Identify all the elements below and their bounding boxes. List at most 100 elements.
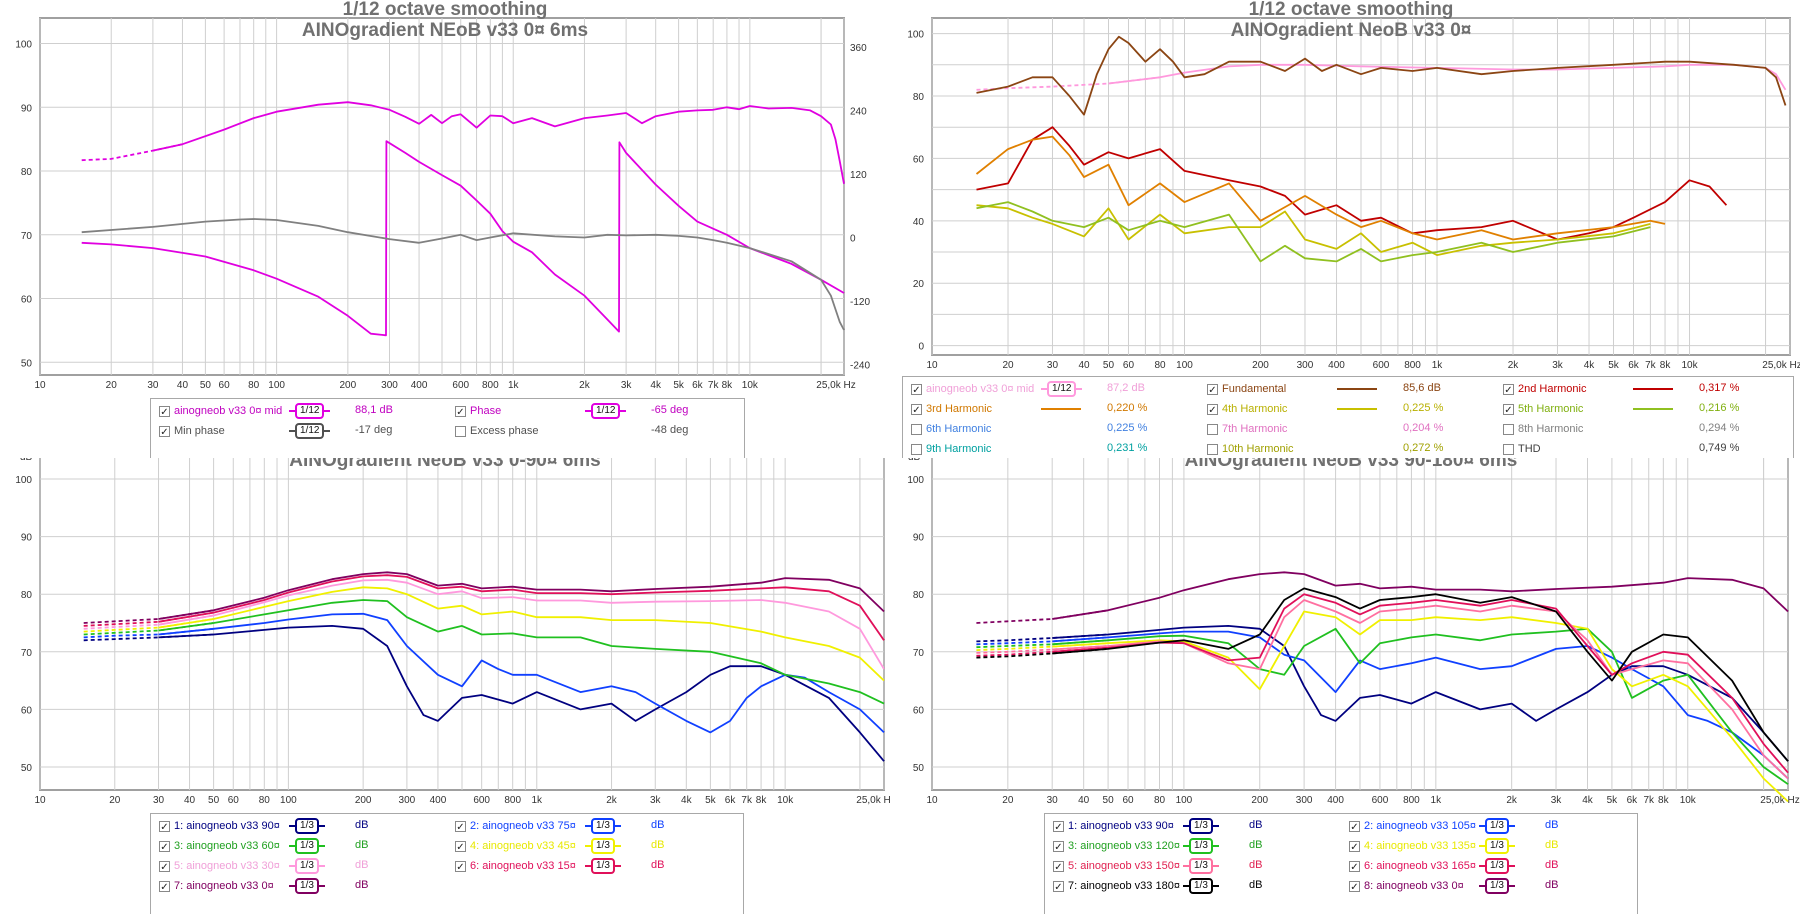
- legend-item-value: dB: [1249, 879, 1263, 891]
- smoothing-badge[interactable]: 1/3: [585, 818, 621, 834]
- legend-item[interactable]: ✓ 1: ainogneob v33 90¤ 1/3 dB: [1053, 817, 1339, 835]
- checkbox-unchecked[interactable]: [1207, 423, 1218, 435]
- legend-item[interactable]: ✓ ainogneob v33 0¤ mid 1/12 88,1 dB: [159, 402, 445, 420]
- legend-item[interactable]: ✓ Min phase 1/12 -17 deg: [159, 422, 445, 440]
- checkbox-unchecked[interactable]: [1503, 443, 1514, 455]
- x-tick-label: 3k: [621, 380, 633, 391]
- smoothing-badge[interactable]: 1/3: [1183, 878, 1219, 894]
- smoothing-badge[interactable]: 1/3: [1183, 818, 1219, 834]
- checkbox-checked[interactable]: ✓: [159, 820, 170, 833]
- legend-item[interactable]: ✓ 6: ainogneob v33 15¤ 1/3 dB: [455, 857, 741, 875]
- legend-item[interactable]: ✓ 7: ainogneob v33 0¤ 1/3 dB: [159, 877, 445, 895]
- checkbox-checked[interactable]: ✓: [1349, 880, 1360, 893]
- checkbox-checked[interactable]: ✓: [911, 403, 922, 416]
- checkbox-checked[interactable]: ✓: [159, 425, 170, 438]
- series-line-dashed: [83, 627, 214, 639]
- legend-item[interactable]: ✓ 2: ainogneob v33 105¤ 1/3 dB: [1349, 817, 1635, 835]
- checkbox-checked[interactable]: ✓: [1207, 383, 1218, 396]
- legend-item[interactable]: 6th Harmonic 0,225 %: [911, 420, 1197, 438]
- smoothing-badge[interactable]: 1/3: [1479, 838, 1515, 854]
- smoothing-badge[interactable]: 1/3: [585, 838, 621, 854]
- color-swatch[interactable]: [1633, 382, 1673, 396]
- checkbox-checked[interactable]: ✓: [1053, 820, 1064, 833]
- smoothing-badge[interactable]: 1/3: [1183, 858, 1219, 874]
- color-swatch[interactable]: [1041, 402, 1081, 416]
- legend-item[interactable]: ✓ 5th Harmonic 0,216 %: [1503, 400, 1789, 418]
- legend-item[interactable]: 7th Harmonic 0,204 %: [1207, 420, 1493, 438]
- smoothing-badge[interactable]: 1/3: [289, 878, 325, 894]
- smoothing-badge[interactable]: 1/3: [585, 858, 621, 874]
- checkbox-unchecked[interactable]: [1207, 443, 1218, 455]
- legend-item[interactable]: ✓ Fundamental 85,6 dB: [1207, 380, 1493, 398]
- smoothing-badge[interactable]: 1/12: [585, 403, 627, 419]
- smoothing-badge[interactable]: 1/3: [289, 818, 325, 834]
- checkbox-checked[interactable]: ✓: [1053, 880, 1064, 893]
- y-tick-label: 100: [15, 475, 32, 486]
- checkbox-checked[interactable]: ✓: [1349, 840, 1360, 853]
- smoothing-badge[interactable]: 1/3: [1479, 858, 1515, 874]
- color-swatch[interactable]: [1633, 402, 1673, 416]
- smoothing-badge[interactable]: 1/3: [1183, 838, 1219, 854]
- legend-item[interactable]: 9th Harmonic 0,231 %: [911, 440, 1197, 458]
- checkbox-unchecked[interactable]: [1503, 423, 1514, 435]
- smoothing-badge[interactable]: 1/3: [289, 858, 325, 874]
- legend-item-label: 5: ainogneob v33 150¤: [1068, 860, 1180, 872]
- legend-item[interactable]: Excess phase -48 deg: [455, 422, 741, 440]
- legend-item[interactable]: ✓ 5: ainogneob v33 30¤ 1/3 dB: [159, 857, 445, 875]
- checkbox-checked[interactable]: ✓: [159, 405, 170, 418]
- legend-item[interactable]: ✓ 5: ainogneob v33 150¤ 1/3 dB: [1053, 857, 1339, 875]
- legend-item[interactable]: THD 0,749 %: [1503, 440, 1789, 458]
- checkbox-checked[interactable]: ✓: [455, 840, 466, 853]
- checkbox-checked[interactable]: ✓: [1207, 403, 1218, 416]
- checkbox-checked[interactable]: ✓: [159, 840, 170, 853]
- checkbox-checked[interactable]: ✓: [1053, 860, 1064, 873]
- swatch-line: [1337, 388, 1377, 390]
- legend-item[interactable]: ✓ 4: ainogneob v33 45¤ 1/3 dB: [455, 837, 741, 855]
- checkbox-checked[interactable]: ✓: [1503, 383, 1514, 396]
- legend-item[interactable]: ✓ 2: ainogneob v33 75¤ 1/3 dB: [455, 817, 741, 835]
- checkbox-checked[interactable]: ✓: [159, 860, 170, 873]
- x-tick-label: 60: [1123, 360, 1135, 371]
- legend-item[interactable]: ✓ 4th Harmonic 0,225 %: [1207, 400, 1493, 418]
- swatch-line: [1183, 885, 1189, 887]
- smoothing-badge[interactable]: 1/3: [1479, 818, 1515, 834]
- checkbox-checked[interactable]: ✓: [1503, 403, 1514, 416]
- checkbox-checked[interactable]: ✓: [159, 880, 170, 893]
- legend-item[interactable]: 10th Harmonic 0,272 %: [1207, 440, 1493, 458]
- checkbox-checked[interactable]: ✓: [1349, 820, 1360, 833]
- checkbox-checked[interactable]: ✓: [1053, 840, 1064, 853]
- checkbox-checked[interactable]: ✓: [911, 383, 922, 396]
- legend-item-value: 88,1 dB: [355, 404, 393, 416]
- legend-item[interactable]: ✓ 1: ainogneob v33 90¤ 1/3 dB: [159, 817, 445, 835]
- legend-item[interactable]: ✓ 4: ainogneob v33 135¤ 1/3 dB: [1349, 837, 1635, 855]
- swatch-line: [1076, 388, 1083, 390]
- x-tick-label: 800: [504, 795, 521, 806]
- legend-item[interactable]: ✓ 7: ainogneob v33 180¤ 1/3 dB: [1053, 877, 1339, 895]
- smoothing-badge[interactable]: 1/12: [289, 403, 331, 419]
- x-tick-label: 300: [1297, 360, 1314, 371]
- legend-item[interactable]: ✓ 8: ainogneob v33 0¤ 1/3 dB: [1349, 877, 1635, 895]
- checkbox-unchecked[interactable]: [911, 443, 922, 455]
- smoothing-badge[interactable]: 1/12: [289, 423, 331, 439]
- checkbox-checked[interactable]: ✓: [455, 820, 466, 833]
- checkbox-unchecked[interactable]: [911, 423, 922, 435]
- legend-item[interactable]: ✓ ainogneob v33 0¤ mid 1/12 87,2 dB: [911, 380, 1197, 398]
- legend-item[interactable]: ✓ 2nd Harmonic 0,317 %: [1503, 380, 1789, 398]
- y-tick-label: 50: [21, 763, 33, 774]
- legend-item[interactable]: ✓ 3: ainogneob v33 60¤ 1/3 dB: [159, 837, 445, 855]
- swatch-line: [585, 845, 591, 847]
- checkbox-checked[interactable]: ✓: [455, 860, 466, 873]
- smoothing-badge[interactable]: 1/12: [1041, 381, 1083, 397]
- legend-item[interactable]: ✓ 6: ainogneob v33 165¤ 1/3 dB: [1349, 857, 1635, 875]
- checkbox-checked[interactable]: ✓: [455, 405, 466, 418]
- smoothing-badge[interactable]: 1/3: [1479, 878, 1515, 894]
- checkbox-checked[interactable]: ✓: [1349, 860, 1360, 873]
- smoothing-badge[interactable]: 1/3: [289, 838, 325, 854]
- checkbox-unchecked[interactable]: [455, 425, 466, 437]
- color-swatch[interactable]: [1337, 382, 1377, 396]
- legend-item[interactable]: ✓ 3rd Harmonic 0,220 %: [911, 400, 1197, 418]
- legend-item[interactable]: ✓ Phase 1/12 -65 deg: [455, 402, 741, 420]
- color-swatch[interactable]: [1337, 402, 1377, 416]
- legend-item[interactable]: 8th Harmonic 0,294 %: [1503, 420, 1789, 438]
- legend-item[interactable]: ✓ 3: ainogneob v33 120¤ 1/3 dB: [1053, 837, 1339, 855]
